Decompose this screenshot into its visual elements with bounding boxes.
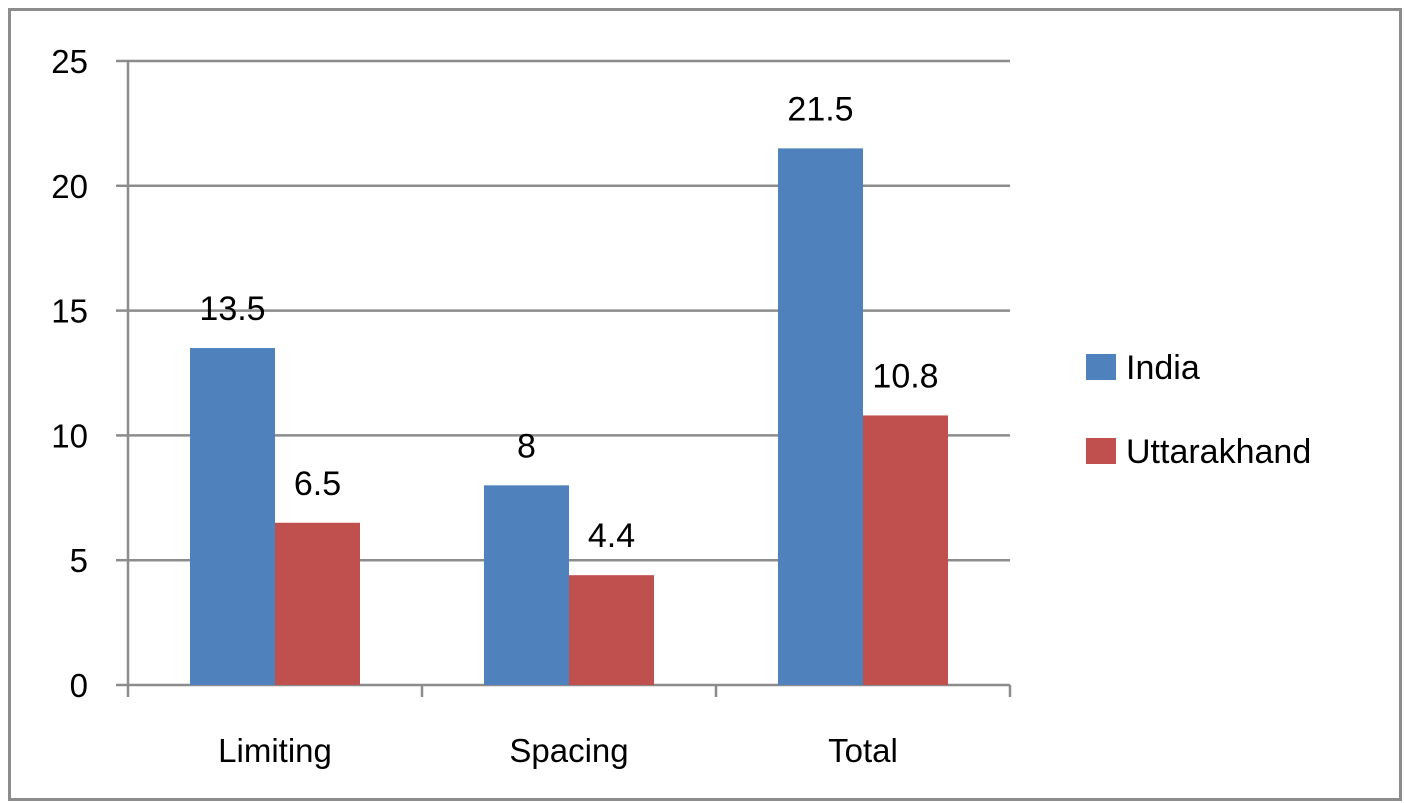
bar-india xyxy=(190,348,275,685)
legend-label-india: India xyxy=(1126,349,1200,387)
legend-swatch-india xyxy=(1086,354,1116,380)
y-tick-label: 15 xyxy=(51,293,88,330)
y-tick-label: 0 xyxy=(70,667,88,704)
bar-india xyxy=(778,148,863,686)
data-label: 10.8 xyxy=(872,357,938,395)
data-label: 6.5 xyxy=(294,465,341,503)
bar-uttarakhand xyxy=(863,415,948,685)
x-tick-label: Total xyxy=(828,732,898,769)
bar-india xyxy=(484,485,569,685)
x-tick-label: Limiting xyxy=(218,732,332,769)
data-label: 8 xyxy=(517,427,536,465)
x-tick-label: Spacing xyxy=(509,732,628,769)
bar-uttarakhand xyxy=(275,522,360,685)
y-tick-label: 20 xyxy=(51,168,88,205)
data-label: 4.4 xyxy=(588,517,635,555)
y-tick-label: 25 xyxy=(51,43,88,80)
bar-uttarakhand xyxy=(569,575,654,685)
y-tick-label: 10 xyxy=(51,417,88,454)
legend-swatch-uttarakhand xyxy=(1086,438,1116,464)
legend-label-uttarakhand: Uttarakhand xyxy=(1126,433,1311,471)
data-label: 13.5 xyxy=(199,290,265,328)
data-label: 21.5 xyxy=(787,90,853,128)
y-tick-label: 5 xyxy=(70,542,88,579)
